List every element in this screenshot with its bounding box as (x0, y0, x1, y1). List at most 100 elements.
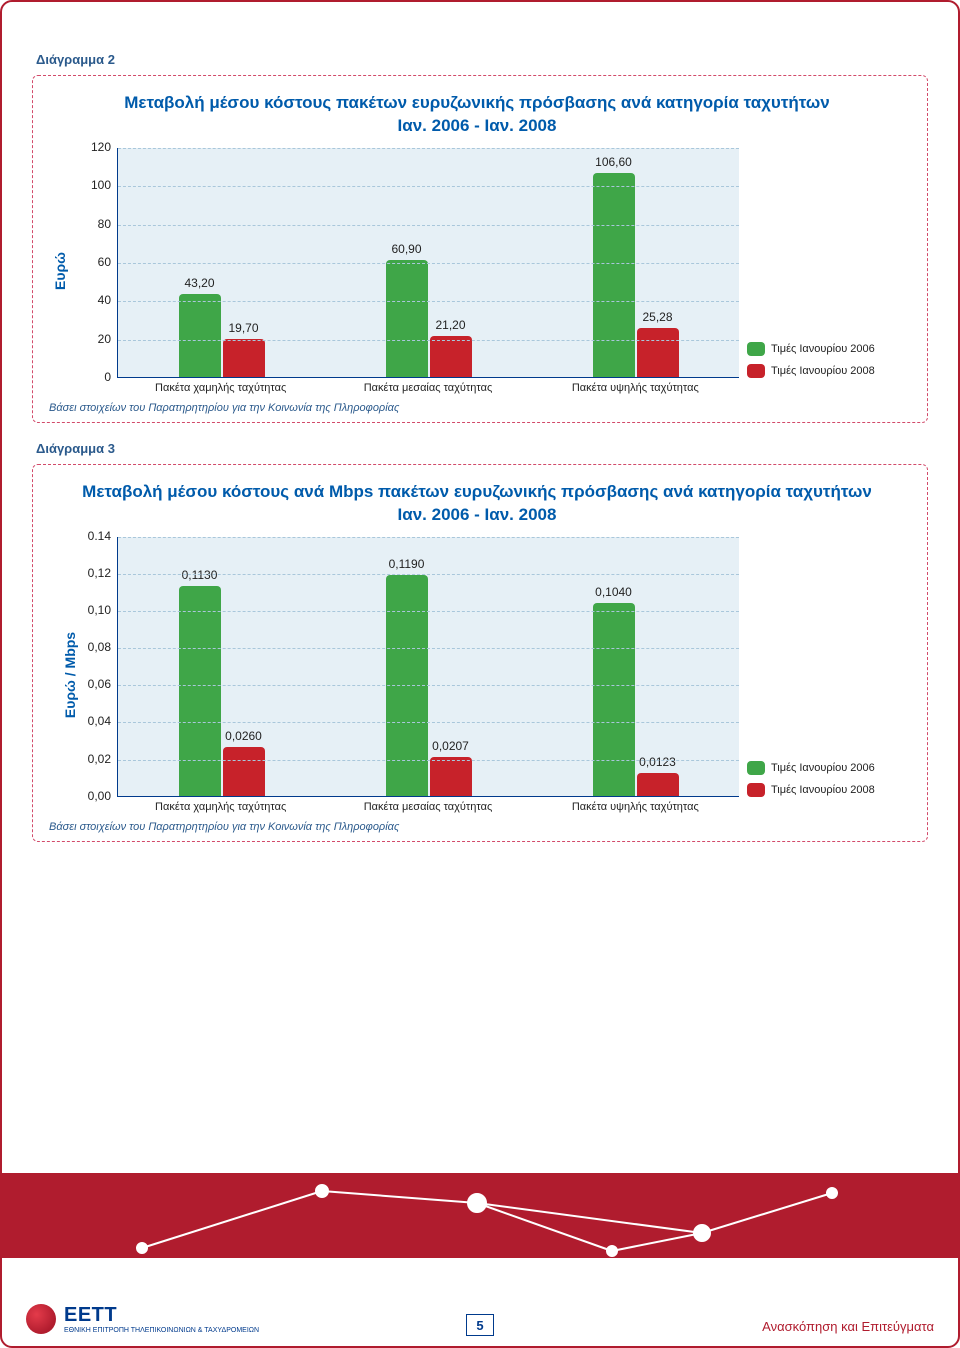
ytick-label: 0,04 (88, 714, 111, 728)
chart2-plot-area: 43,2019,7060,9021,20106,6025,28 (117, 148, 739, 378)
legend-swatch-2006 (747, 342, 765, 356)
chart3-legend: Τιμές Ιανουρίου 2006 Τιμές Ιανουρίου 200… (739, 537, 909, 797)
ytick-label: 60 (98, 255, 111, 269)
footer-band (2, 1173, 958, 1258)
gridline (118, 537, 739, 538)
ytick-label: 0 (104, 370, 111, 384)
page-number: 5 (466, 1314, 494, 1336)
bar-value-label: 0,0260 (225, 729, 262, 743)
legend-label-2006: Τιμές Ιανουρίου 2006 (771, 762, 875, 774)
bar-value-label: 25,28 (642, 310, 672, 324)
chart2-title: Μεταβολή μέσου κόστους πακέτων ευρυζωνικ… (45, 92, 909, 138)
bar-value-label: 21,20 (435, 318, 465, 332)
chart3-title-line2: Ιαν. 2006 - Ιαν. 2008 (398, 505, 557, 524)
eett-logo-text-wrap: EETT ΕΘΝΙΚΗ ΕΠΙΤΡΟΠΗ ΤΗΛΕΠΙΚΟΙΝΩΝΙΩΝ & Τ… (64, 1304, 259, 1334)
bar-2006: 43,20 (179, 294, 221, 377)
gridline (118, 722, 739, 723)
chart2-title-line1: Μεταβολή μέσου κόστους πακέτων ευρυζωνικ… (124, 93, 829, 112)
chart2-source: Βάσει στοιχείων του Παρατηρητηρίου για τ… (49, 402, 909, 414)
chart2-label: Διάγραμμα 2 (36, 52, 928, 67)
gridline (118, 186, 739, 187)
bar-2006: 60,90 (386, 260, 428, 377)
bar-2006: 0,1130 (179, 586, 221, 796)
ytick-label: 100 (91, 178, 111, 192)
footer-caption: Ανασκόπηση και Επιτεύγματα (762, 1319, 934, 1334)
bar-value-label: 0,1190 (389, 557, 425, 571)
legend-item-2008: Τιμές Ιανουρίου 2008 (747, 364, 909, 378)
bar-value-label: 0,1040 (595, 585, 632, 599)
bar-2008: 21,20 (430, 336, 472, 377)
bar-value-label: 0,0207 (432, 739, 469, 753)
ytick-label: 0,00 (88, 789, 111, 803)
bar-group: 0,10400,0123 (532, 537, 739, 796)
chart3-yaxis: 0,000,020,040,060,080,100,120.14 (71, 537, 117, 797)
gridline (118, 574, 739, 575)
chart2-plot-col: 43,2019,7060,9021,20106,6025,28 Πακέτα χ… (117, 148, 739, 394)
legend-item-2008: Τιμές Ιανουρίου 2008 (747, 783, 909, 797)
network-decoration-icon (2, 1173, 958, 1258)
chart2-legend: Τιμές Ιανουρίου 2006 Τιμές Ιανουρίου 200… (739, 148, 909, 378)
chart2-yaxis: 020406080100120 (71, 148, 117, 378)
chart3-bars-layer: 0,11300,02600,11900,02070,10400,0123 (118, 537, 739, 796)
chart3-block: Μεταβολή μέσου κόστους ανά Mbps πακέτων … (32, 464, 928, 842)
chart3-xaxis: Πακέτα χαμηλής ταχύτηταςΠακέτα μεσαίας τ… (117, 801, 739, 813)
bar-2008: 0,0207 (430, 757, 472, 795)
ytick-label: 0.14 (88, 529, 111, 543)
chart3-source: Βάσει στοιχείων του Παρατηρητηρίου για τ… (49, 821, 909, 833)
bar-2006: 106,60 (593, 173, 635, 377)
eett-logo-subtitle: ΕΘΝΙΚΗ ΕΠΙΤΡΟΠΗ ΤΗΛΕΠΙΚΟΙΝΩΝΙΩΝ & ΤΑΧΥΔΡ… (64, 1327, 259, 1334)
ytick-label: 0,08 (88, 640, 111, 654)
gridline (118, 225, 739, 226)
chart3-row: Ευρώ / Mbps 0,00 0,02 0,04 0,06 0,08 0,10 0,12… (45, 537, 909, 813)
chart2-block: Μεταβολή μέσου κόστους πακέτων ευρυζωνικ… (32, 75, 928, 423)
chart3-ylabel-col: Ευρώ / Mbps (45, 537, 71, 797)
gridline (118, 148, 739, 149)
xaxis-category-label: Πακέτα χαμηλής ταχύτητας (117, 382, 324, 394)
chart3-plot-area: 0,11300,02600,11900,02070,10400,0123 (117, 537, 739, 797)
bar-2008: 0,0260 (223, 747, 265, 795)
chart3-title-line1: Μεταβολή μέσου κόστους ανά Mbps πακέτων … (82, 482, 872, 501)
chart3-plot-col: 0,11300,02600,11900,02070,10400,0123 Πακ… (117, 537, 739, 813)
ytick-label: 20 (98, 332, 111, 346)
ytick-label: 80 (98, 217, 111, 231)
page-container: Διάγραμμα 2 Μεταβολή μέσου κόστους πακέτ… (0, 0, 960, 1348)
legend-item-2006: Τιμές Ιανουρίου 2006 (747, 342, 909, 356)
chart2-title-line2: Ιαν. 2006 - Ιαν. 2008 (398, 116, 557, 135)
ytick-label: 0,02 (88, 752, 111, 766)
legend-swatch-2008 (747, 364, 765, 378)
bar-value-label: 106,60 (595, 155, 632, 169)
bar-value-label: 19,70 (228, 321, 258, 335)
legend-label-2008: Τιμές Ιανουρίου 2008 (771, 784, 875, 796)
ytick-label: 40 (98, 293, 111, 307)
legend-label-2008: Τιμές Ιανουρίου 2008 (771, 365, 875, 377)
xaxis-category-label: Πακέτα μεσαίας ταχύτητας (324, 382, 531, 394)
bar-value-label: 0,1130 (182, 568, 218, 582)
legend-label-2006: Τιμές Ιανουρίου 2006 (771, 343, 875, 355)
chart2-row: Ευρώ 020406080100120 43,2019,7060,9021,2… (45, 148, 909, 394)
bar-value-label: 60,90 (391, 242, 421, 256)
gridline (118, 340, 739, 341)
bar-2008: 25,28 (637, 328, 679, 376)
ytick-label: 0,10 (88, 603, 111, 617)
bar-2008: 19,70 (223, 339, 265, 377)
bar-group: 0,11300,0260 (118, 537, 325, 796)
ytick-label: 0,06 (88, 677, 111, 691)
xaxis-category-label: Πακέτα χαμηλής ταχύτητας (117, 801, 324, 813)
eett-logo-text: EETT (64, 1304, 259, 1327)
gridline (118, 301, 739, 302)
gridline (118, 263, 739, 264)
chart2-ylabel: Ευρώ (52, 252, 68, 290)
bar-value-label: 43,20 (184, 276, 214, 290)
gridline (118, 648, 739, 649)
ytick-label: 120 (91, 140, 111, 154)
chart3-title: Μεταβολή μέσου κόστους ανά Mbps πακέτων … (45, 481, 909, 527)
gridline (118, 760, 739, 761)
legend-swatch-2008 (747, 783, 765, 797)
xaxis-category-label: Πακέτα υψηλής ταχύτητας (532, 382, 739, 394)
bar-2006: 0,1040 (593, 603, 635, 796)
chart2-xaxis: Πακέτα χαμηλής ταχύτηταςΠακέτα μεσαίας τ… (117, 382, 739, 394)
eett-logo: EETT ΕΘΝΙΚΗ ΕΠΙΤΡΟΠΗ ΤΗΛΕΠΙΚΟΙΝΩΝΙΩΝ & Τ… (26, 1304, 259, 1334)
legend-item-2006: Τιμές Ιανουρίου 2006 (747, 761, 909, 775)
ytick-label: 0,12 (88, 566, 111, 580)
xaxis-category-label: Πακέτα μεσαίας ταχύτητας (324, 801, 531, 813)
